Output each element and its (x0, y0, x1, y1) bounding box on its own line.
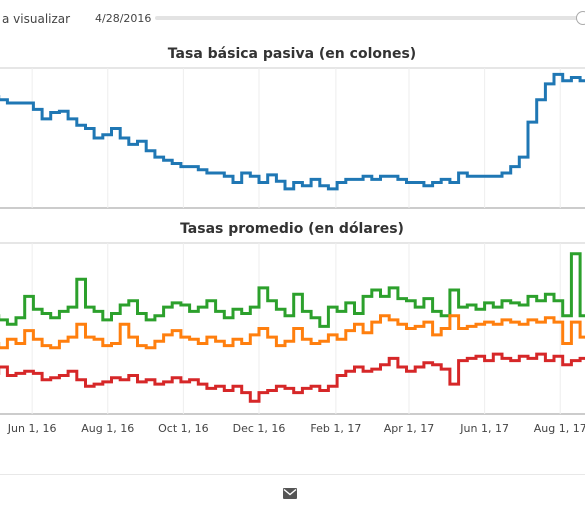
series-line-2-3 (0, 352, 585, 403)
charts-area: Tasa básica pasiva (en colones) Tasas pro… (0, 46, 585, 435)
series-line-2-2 (0, 314, 585, 350)
chart-title: Tasas promedio (en dólares) (180, 221, 404, 237)
date-range-slider[interactable] (155, 16, 583, 20)
slider-handle[interactable] (576, 11, 585, 25)
x-tick-label: Jun 1, 17 (459, 422, 509, 435)
start-date-label: 4/28/2016 (95, 12, 152, 25)
x-tick-label: Oct 1, 16 (158, 422, 209, 435)
x-tick-label: Jun 1, 16 (7, 422, 57, 435)
x-tick-label: Aug 1, 16 (81, 422, 134, 435)
x-tick-label: Aug 1, 17 (534, 422, 585, 435)
chart-title: Tasa básica pasiva (en colones) (168, 46, 416, 62)
x-tick-label: Dec 1, 16 (233, 422, 286, 435)
range-label: a visualizar (2, 12, 71, 26)
series-line-2-1 (0, 252, 585, 328)
footer-divider (0, 474, 585, 475)
x-tick-label: Apr 1, 17 (384, 422, 435, 435)
series-line-1-1 (0, 72, 585, 191)
mail-icon[interactable] (283, 488, 297, 499)
x-tick-label: Feb 1, 17 (310, 422, 361, 435)
